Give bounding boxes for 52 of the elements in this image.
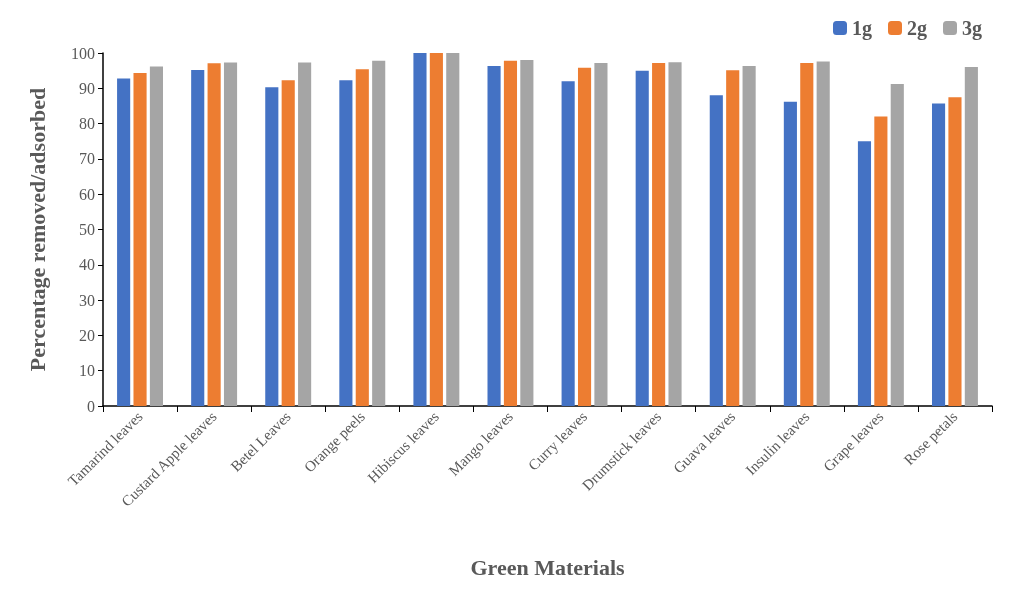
y-tick-label: 60 (79, 185, 95, 203)
y-tick-label: 20 (79, 326, 95, 344)
legend-label: 1g (852, 17, 872, 40)
bar (265, 87, 279, 406)
y-tick-label: 90 (79, 79, 95, 97)
bar (355, 69, 369, 406)
bar (339, 80, 353, 406)
y-tick-label: 30 (79, 291, 95, 309)
bar (281, 80, 295, 406)
x-axis-title: Green Materials (470, 554, 626, 580)
y-axis-title: Percentage removed/adsorbed (24, 87, 50, 372)
y-tick-label: 100 (71, 44, 95, 62)
bar (874, 116, 888, 406)
bar (413, 53, 427, 406)
bar (742, 66, 756, 406)
y-tick-label: 10 (79, 362, 95, 380)
y-tick-label: 50 (79, 221, 95, 238)
bar (652, 62, 666, 406)
bar (594, 62, 608, 406)
y-tick-label: 0 (87, 397, 95, 415)
bar (372, 60, 386, 406)
bar (133, 73, 147, 406)
bar (429, 53, 443, 406)
bar (577, 67, 592, 406)
bar (816, 61, 830, 406)
bar (446, 53, 460, 406)
bar (709, 95, 723, 406)
bar (948, 97, 962, 406)
bar (117, 78, 131, 406)
bar (964, 67, 978, 406)
bar (668, 62, 682, 406)
y-tick-label: 40 (79, 256, 95, 274)
bar (726, 70, 740, 406)
bar (503, 60, 518, 406)
bar (298, 62, 312, 406)
bar (931, 103, 946, 406)
bar (890, 84, 904, 406)
bar (635, 70, 649, 406)
bar (520, 60, 534, 406)
legend-label: 2g (907, 17, 927, 40)
legend-label: 3g (962, 17, 982, 40)
y-tick-label: 80 (79, 115, 95, 133)
bar (191, 69, 205, 406)
bar (207, 63, 221, 406)
bar (800, 62, 814, 406)
y-tick-label: 70 (79, 150, 95, 168)
bar (487, 66, 501, 406)
bar (223, 62, 238, 406)
bar (783, 101, 797, 406)
bar (857, 141, 872, 406)
bar (149, 66, 164, 406)
bar (561, 81, 575, 406)
